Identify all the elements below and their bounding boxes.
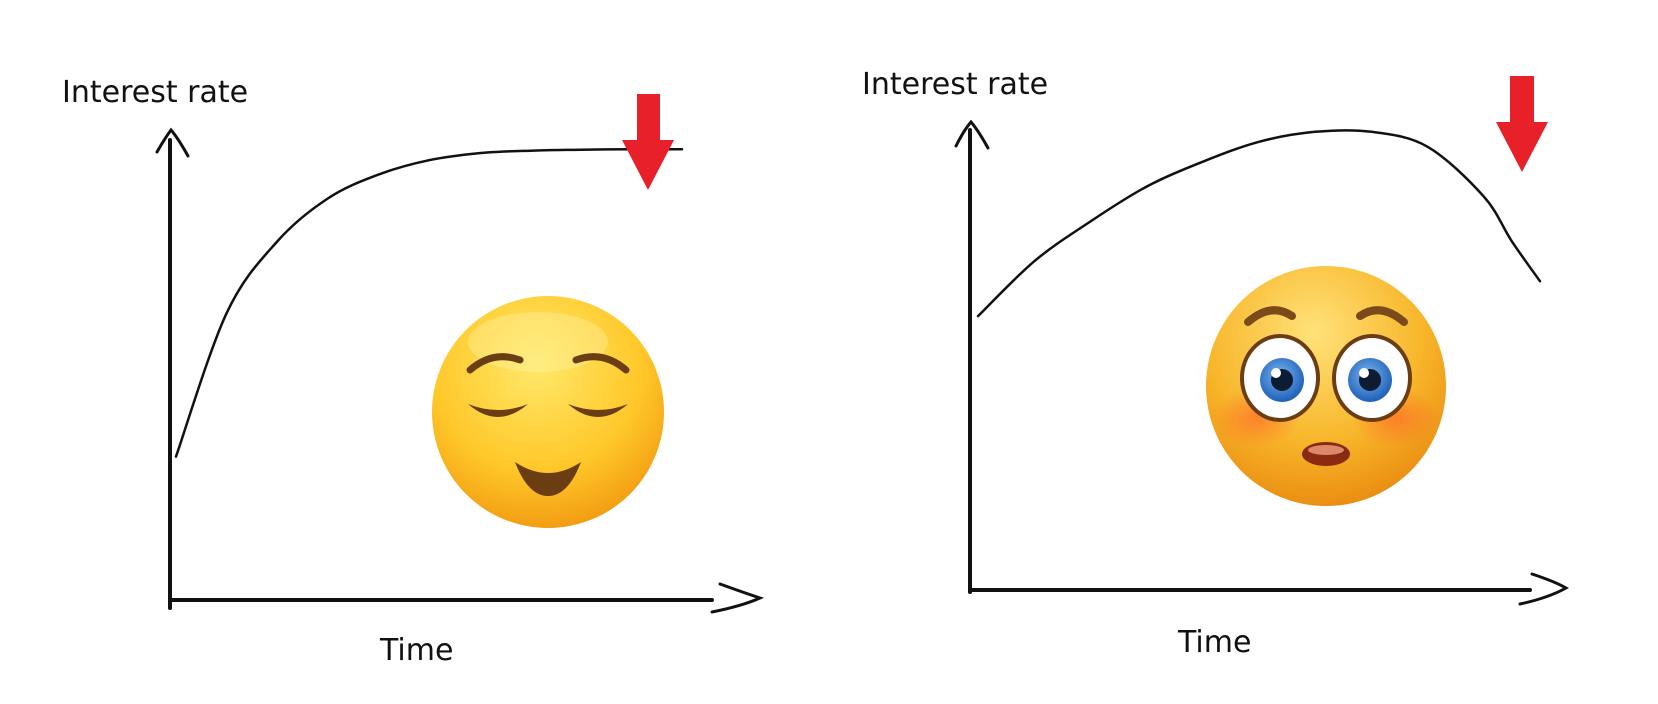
y-axis-label-right: Interest rate: [862, 67, 1048, 102]
down-arrow-right: [1496, 76, 1548, 172]
y-axis-arrowhead-left: [155, 127, 190, 158]
chart-right: Interest rate Time: [862, 67, 1569, 660]
x-axis-label-left: Time: [379, 633, 453, 668]
down-arrow-left: [622, 94, 674, 190]
x-axis-arrowhead-right: [1518, 572, 1569, 606]
y-axis-arrowhead-right: [954, 119, 990, 150]
flushed-face-emoji: [1206, 266, 1446, 506]
chart-left: Interest rate Time: [62, 75, 765, 668]
series-line-right: [976, 129, 1542, 318]
x-axis-label-right: Time: [1177, 625, 1251, 660]
relieved-face-emoji: [432, 296, 664, 528]
y-axis-label-left: Interest rate: [62, 75, 248, 110]
x-axis-arrowhead-left: [710, 582, 765, 614]
series-line-left: [174, 147, 684, 458]
